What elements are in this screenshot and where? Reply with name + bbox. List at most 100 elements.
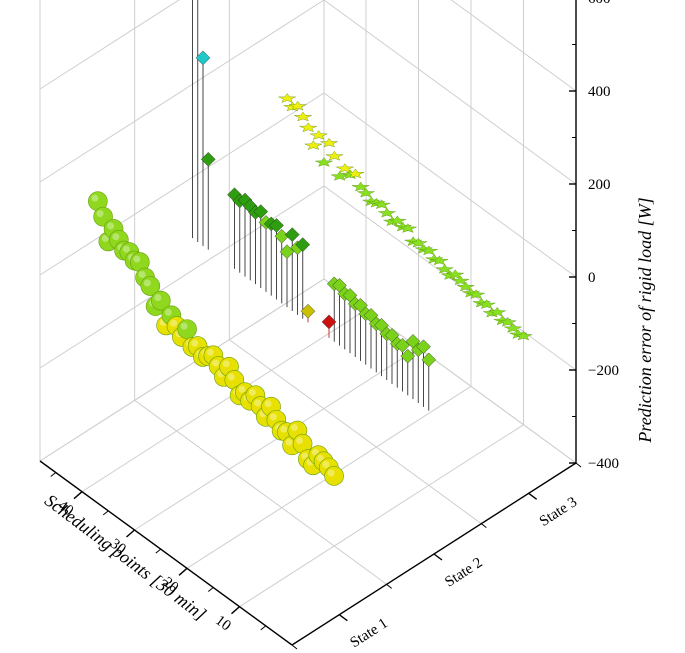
sphere-highlight bbox=[101, 234, 109, 242]
cube-marker bbox=[284, 227, 300, 242]
sphere-highlight bbox=[191, 339, 199, 347]
star-marker bbox=[498, 316, 517, 327]
star-marker bbox=[294, 111, 312, 122]
sphere-highlight bbox=[133, 255, 141, 263]
sphere-marker bbox=[177, 319, 197, 339]
x-axis-title: Scheduling points [30 min] bbox=[41, 490, 210, 624]
sphere-marker bbox=[324, 466, 344, 486]
sphere-highlight bbox=[164, 308, 172, 316]
star-marker bbox=[320, 137, 338, 148]
sphere-highlight bbox=[112, 233, 120, 241]
star-marker bbox=[504, 323, 522, 333]
sphere-highlight bbox=[206, 348, 214, 356]
y-minor-tick bbox=[386, 583, 392, 589]
star-marker bbox=[467, 289, 485, 299]
star-marker bbox=[288, 100, 307, 111]
star-marker bbox=[456, 281, 475, 292]
x-minor-tick bbox=[260, 625, 267, 631]
x-minor-tick bbox=[155, 548, 162, 554]
star-marker bbox=[372, 199, 391, 209]
star-marker bbox=[409, 237, 428, 248]
star-marker bbox=[378, 207, 396, 218]
x-minor-tick bbox=[207, 587, 214, 592]
sphere-highlight bbox=[285, 438, 293, 446]
sphere-highlight bbox=[212, 359, 220, 367]
cube-marker bbox=[421, 352, 437, 368]
sphere-marker bbox=[151, 290, 171, 311]
star-marker bbox=[304, 140, 323, 150]
star-marker bbox=[435, 263, 454, 274]
star-marker bbox=[488, 306, 506, 317]
z-tick-label: −400 bbox=[588, 456, 619, 472]
x-minor-tick bbox=[50, 472, 57, 477]
sphere-highlight bbox=[238, 385, 246, 393]
sphere-highlight bbox=[280, 425, 288, 433]
sphere-highlight bbox=[301, 452, 309, 460]
grid-line bbox=[39, 0, 577, 185]
y-tick-label: State 3 bbox=[537, 494, 580, 530]
x-tick-label: 10 bbox=[212, 613, 234, 635]
grid-line bbox=[134, 399, 387, 585]
sphere-highlight bbox=[180, 322, 188, 330]
x-tick bbox=[231, 606, 240, 615]
sphere-highlight bbox=[317, 454, 325, 462]
cube-marker bbox=[395, 338, 410, 353]
cube-marker bbox=[295, 237, 311, 252]
sphere-highlight bbox=[96, 210, 104, 218]
sphere-highlight bbox=[91, 194, 99, 202]
cube-marker bbox=[300, 303, 316, 319]
sphere-highlight bbox=[170, 319, 178, 327]
cube-marker bbox=[195, 50, 211, 66]
star-marker bbox=[346, 168, 365, 179]
z-tick-label: 600 bbox=[588, 0, 611, 7]
grid-line bbox=[39, 0, 577, 92]
star-marker bbox=[325, 150, 344, 161]
sphere-highlight bbox=[143, 279, 151, 287]
star-marker bbox=[514, 330, 533, 341]
sphere-highlight bbox=[290, 424, 298, 432]
x-tick bbox=[178, 567, 188, 576]
sphere-highlight bbox=[327, 469, 335, 477]
cube-marker bbox=[400, 348, 416, 364]
sphere-highlight bbox=[296, 437, 304, 445]
sphere-highlight bbox=[122, 245, 130, 253]
sphere-highlight bbox=[227, 373, 235, 381]
x-minor-tick bbox=[102, 510, 109, 516]
y-tick-label: State 2 bbox=[442, 555, 485, 591]
sphere-highlight bbox=[269, 413, 277, 421]
star-marker bbox=[336, 163, 354, 173]
star-marker bbox=[477, 299, 496, 309]
star-marker bbox=[351, 181, 370, 192]
star-marker bbox=[430, 255, 449, 266]
x-axis-line bbox=[39, 460, 293, 646]
grid-line bbox=[81, 309, 367, 493]
star-marker bbox=[278, 93, 296, 103]
cube-marker bbox=[269, 218, 284, 233]
star-marker bbox=[399, 223, 417, 233]
cube-marker bbox=[200, 152, 216, 167]
data-markers bbox=[88, 50, 533, 486]
x-tick bbox=[126, 529, 135, 538]
cube-marker bbox=[321, 314, 337, 330]
y-tick bbox=[338, 614, 348, 622]
x-tick bbox=[73, 491, 83, 500]
z-tick-label: −200 bbox=[588, 363, 619, 379]
z-tick-label: 400 bbox=[588, 84, 611, 100]
star-marker bbox=[451, 275, 470, 286]
star-marker bbox=[446, 269, 464, 279]
y-tick bbox=[433, 553, 443, 561]
sphere-highlight bbox=[138, 271, 146, 279]
y-minor-tick bbox=[291, 644, 298, 650]
cube-marker bbox=[416, 339, 431, 354]
star-marker bbox=[309, 130, 328, 140]
star-marker bbox=[299, 122, 317, 133]
y-minor-tick bbox=[481, 523, 487, 529]
grid-line bbox=[39, 185, 577, 371]
chart-axes bbox=[39, 0, 582, 650]
sphere-highlight bbox=[322, 461, 330, 468]
sphere-highlight bbox=[311, 448, 319, 456]
sphere-highlight bbox=[248, 388, 256, 396]
sphere-highlight bbox=[107, 222, 115, 230]
